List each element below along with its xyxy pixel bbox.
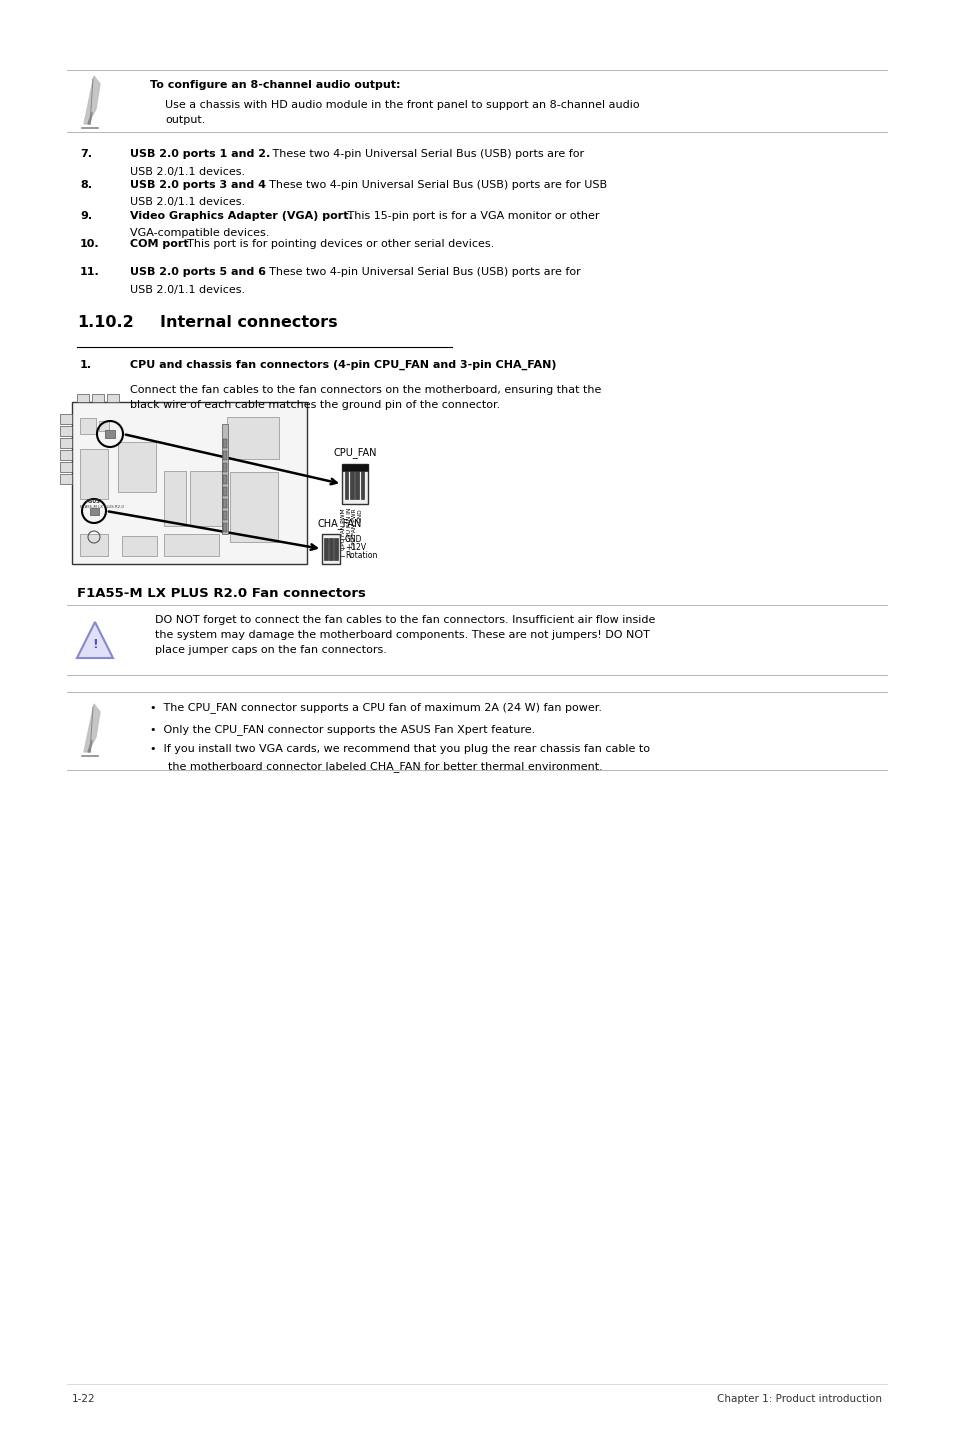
Bar	[118, 442, 156, 493]
Bar	[223, 440, 227, 448]
Bar	[341, 464, 368, 504]
Text: . These two 4-pin Universal Serial Bus (USB) ports are for: . These two 4-pin Universal Serial Bus (…	[262, 266, 580, 276]
Text: DO NOT forget to connect the fan cables to the fan connectors. Insufficient air : DO NOT forget to connect the fan cables …	[154, 614, 655, 654]
Bar	[71, 402, 307, 564]
Bar	[350, 471, 354, 498]
Bar	[355, 471, 358, 498]
Bar	[329, 538, 333, 560]
Text: CPU FAN IN: CPU FAN IN	[347, 508, 352, 541]
Bar	[164, 471, 186, 526]
Bar	[77, 394, 89, 402]
Bar	[60, 474, 71, 484]
Bar	[344, 471, 348, 498]
Text: CPU FAN PWR: CPU FAN PWR	[352, 508, 356, 548]
Bar	[190, 471, 222, 526]
Text: USB 2.0 ports 3 and 4: USB 2.0 ports 3 and 4	[130, 180, 266, 190]
Bar	[223, 498, 227, 508]
Bar	[223, 463, 227, 473]
Bar	[222, 424, 228, 534]
Bar	[105, 430, 115, 438]
Text: +12V: +12V	[345, 543, 366, 551]
Bar	[60, 414, 71, 424]
Text: GND: GND	[345, 534, 362, 544]
Text: CPU and chassis fan connectors (4-pin CPU_FAN and 3-pin CHA_FAN): CPU and chassis fan connectors (4-pin CP…	[130, 359, 556, 371]
Bar	[164, 534, 219, 556]
Text: To configure an 8-channel audio output:: To configure an 8-channel audio output:	[150, 80, 400, 90]
Text: 11.: 11.	[80, 266, 100, 276]
Text: CPU FAN PWM: CPU FAN PWM	[341, 508, 346, 550]
Text: F1A55-M LX PLUS R2.0 Fan connectors: F1A55-M LX PLUS R2.0 Fan connectors	[77, 587, 366, 600]
Text: the motherboard connector labeled CHA_FAN for better thermal environment.: the motherboard connector labeled CHA_FA…	[168, 762, 602, 772]
Text: USB 2.0 ports 5 and 6: USB 2.0 ports 5 and 6	[130, 266, 266, 276]
Bar	[60, 450, 71, 460]
Text: These two 4-pin Universal Serial Bus (USB) ports are for: These two 4-pin Universal Serial Bus (US…	[269, 149, 583, 159]
Text: ASUS: ASUS	[86, 498, 101, 504]
Bar	[80, 418, 96, 434]
Text: !: !	[92, 639, 98, 652]
Text: VGA-compatible devices.: VGA-compatible devices.	[130, 229, 269, 239]
Text: F1A55-M LX PLUS R2.0: F1A55-M LX PLUS R2.0	[80, 505, 124, 508]
Text: 10.: 10.	[80, 239, 99, 249]
Bar	[223, 523, 227, 533]
Bar	[122, 536, 157, 556]
Polygon shape	[77, 621, 112, 657]
Bar	[324, 538, 327, 560]
Text: 8.: 8.	[80, 180, 91, 190]
Polygon shape	[88, 112, 91, 125]
Text: 9.: 9.	[80, 211, 92, 221]
Text: COM port: COM port	[130, 239, 189, 249]
Bar	[335, 538, 337, 560]
Bar	[80, 534, 108, 556]
Text: Use a chassis with HD audio module in the front panel to support an 8-channel au: Use a chassis with HD audio module in th…	[165, 100, 639, 125]
Bar	[322, 534, 339, 564]
Text: Connect the fan cables to the fan connectors on the motherboard, ensuring that t: Connect the fan cables to the fan connec…	[130, 385, 600, 410]
Text: USB 2.0/1.1 devices.: USB 2.0/1.1 devices.	[130, 285, 245, 295]
Bar	[360, 471, 364, 498]
Polygon shape	[84, 76, 100, 125]
Text: 1.: 1.	[80, 359, 91, 369]
Bar	[90, 508, 99, 516]
Text: 1-22: 1-22	[71, 1393, 95, 1403]
Text: Chapter 1: Product introduction: Chapter 1: Product introduction	[717, 1393, 882, 1403]
Bar	[223, 487, 227, 495]
Text: 7.: 7.	[80, 149, 91, 159]
Text: CHA_FAN: CHA_FAN	[316, 518, 361, 528]
Text: CPU_FAN: CPU_FAN	[333, 447, 376, 458]
Text: 1.10.2: 1.10.2	[77, 315, 133, 329]
Bar	[91, 394, 104, 402]
Bar	[60, 425, 71, 435]
Bar	[341, 464, 368, 471]
Text: Video Graphics Adapter (VGA) port.: Video Graphics Adapter (VGA) port.	[130, 211, 353, 221]
Text: Internal connectors: Internal connectors	[160, 315, 337, 329]
Text: •  The CPU_FAN connector supports a CPU fan of maximum 2A (24 W) fan power.: • The CPU_FAN connector supports a CPU f…	[150, 702, 601, 713]
Bar	[223, 451, 227, 460]
Text: USB 2.0/1.1 devices.: USB 2.0/1.1 devices.	[130, 198, 245, 208]
Text: GND: GND	[357, 508, 362, 521]
Polygon shape	[84, 705, 100, 752]
Text: This 15-pin port is for a VGA monitor or other: This 15-pin port is for a VGA monitor or…	[344, 211, 599, 221]
Text: USB 2.0 ports 1 and 2.: USB 2.0 ports 1 and 2.	[130, 149, 270, 159]
Bar	[80, 450, 108, 498]
Bar	[99, 421, 109, 431]
Text: •  Only the CPU_FAN connector supports the ASUS Fan Xpert feature.: • Only the CPU_FAN connector supports th…	[150, 725, 535, 735]
Polygon shape	[88, 740, 91, 752]
Text: . This port is for pointing devices or other serial devices.: . This port is for pointing devices or o…	[180, 239, 495, 249]
Text: . These two 4-pin Universal Serial Bus (USB) ports are for USB: . These two 4-pin Universal Serial Bus (…	[262, 180, 607, 190]
Bar	[107, 394, 119, 402]
Bar	[223, 511, 227, 520]
Text: USB 2.0/1.1 devices.: USB 2.0/1.1 devices.	[130, 166, 245, 176]
Text: Rotation: Rotation	[345, 551, 377, 560]
Bar	[223, 475, 227, 484]
Text: •  If you install two VGA cards, we recommend that you plug the rear chassis fan: • If you install two VGA cards, we recom…	[150, 745, 649, 755]
Bar	[227, 417, 278, 460]
Bar	[60, 438, 71, 448]
Bar	[60, 463, 71, 473]
Bar	[230, 473, 277, 541]
